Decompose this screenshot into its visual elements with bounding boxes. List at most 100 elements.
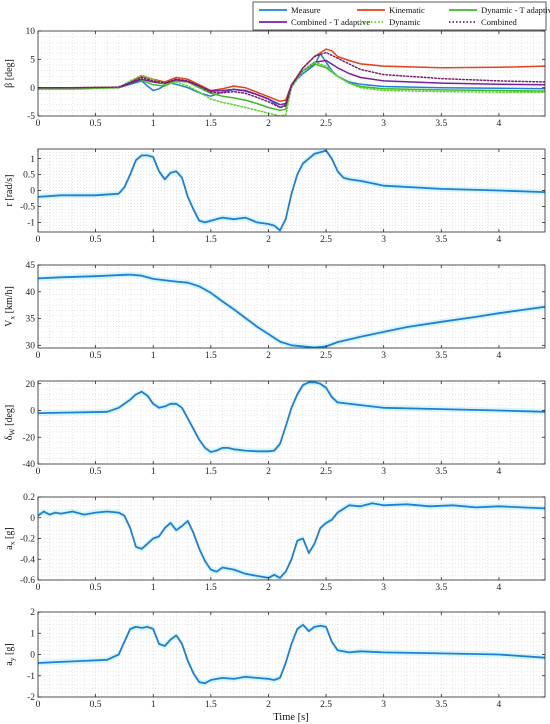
- x-tick-label: 3.5: [435, 583, 447, 593]
- y-tick-label: 0: [30, 187, 35, 197]
- x-tick-label: 4: [497, 351, 502, 361]
- y-tick-label: 0: [30, 651, 35, 661]
- y-tick-label: -0.5: [20, 203, 35, 213]
- x-tick-label: 0: [36, 700, 41, 710]
- y-tick-label: 0: [30, 84, 35, 94]
- series-line-series_blue: [38, 623, 545, 685]
- series-line-combined_t_adaptive: [38, 59, 545, 106]
- x-tick-label: 4: [497, 583, 502, 593]
- y-tick-label: 0: [30, 514, 35, 524]
- y-tick-label: -0.6: [20, 576, 35, 586]
- legend-label-measure: Measure: [291, 5, 321, 15]
- y-axis-title: δW [deg]: [4, 405, 17, 440]
- x-tick-label: 0.5: [90, 351, 102, 361]
- x-tick-label: 3.5: [435, 235, 447, 245]
- panel-vx: 0 0.5 1 1.5 2 2.5 3 3.5 4 30 35 40 45 Vx [km/h]: [4, 261, 546, 361]
- legend-box: [252, 1, 547, 31]
- y-axis-title: ax [g]: [4, 527, 17, 549]
- panel-ay: 0 0.5 1 1.5 2 2.5 3 3.5 4 -2 -1 0 1 2 ay [g]: [4, 608, 546, 710]
- x-tick-label: 0.5: [90, 119, 102, 129]
- series-group: [38, 48, 545, 116]
- y-tick-label: 2: [30, 608, 35, 618]
- x-tick-label: 3.5: [435, 467, 447, 477]
- x-tick-label: 0.5: [90, 467, 102, 477]
- panel-ax: 0 0.5 1 1.5 2 2.5 3 3.5 4 -0.6 -0.4 -0.2 0 0.2 ax [g]: [4, 493, 546, 593]
- y-tick-label: 1: [30, 629, 35, 639]
- x-tick-label: 3.5: [435, 119, 447, 129]
- x-tick-label: 3: [381, 119, 386, 129]
- y-axis-title-unit: [deg]: [4, 405, 15, 429]
- x-tick-label: 1: [151, 235, 156, 245]
- y-tick-label: 35: [26, 315, 36, 325]
- panel-yaw_rate: 0 0.5 1 1.5 2 2.5 3 3.5 4 -1 -0.5 0 0.5 1 r [rad/s]: [4, 147, 546, 245]
- x-tick-label: 2.5: [320, 700, 332, 710]
- series-line-combined: [38, 51, 545, 109]
- y-axis-title-sub: x: [8, 316, 17, 320]
- x-tick-label: 1: [151, 467, 156, 477]
- x-tick-label: 1: [151, 700, 156, 710]
- x-tick-label: 3: [381, 467, 386, 477]
- series-line-series_blue: [38, 273, 545, 348]
- y-tick-label: -2: [27, 693, 35, 703]
- x-tick-label: 0: [36, 467, 41, 477]
- y-axis-title: ay [g]: [4, 643, 17, 665]
- y-axis-title-sub: x: [8, 541, 17, 545]
- series-line-dynamic: [38, 61, 545, 116]
- x-tick-label: 0.5: [90, 700, 102, 710]
- x-tick-label: 3: [381, 700, 386, 710]
- x-tick-label: 3: [381, 583, 386, 593]
- y-axis-title-main: a: [4, 545, 15, 550]
- y-tick-label: 0.2: [23, 493, 35, 503]
- y-tick-label: -1: [27, 219, 35, 229]
- axes-frame: [37, 264, 546, 349]
- y-axis-title-main: V: [4, 319, 15, 327]
- y-tick-label: -40: [22, 460, 35, 470]
- x-tick-label: 2.5: [320, 351, 332, 361]
- x-tick-label: 2: [266, 467, 271, 477]
- series-group: [38, 381, 545, 453]
- y-axis-title-unit: [g]: [4, 643, 15, 657]
- x-tick-label: 2: [266, 235, 271, 245]
- y-axis-title-main: a: [4, 661, 15, 666]
- x-tick-label: 3.5: [435, 700, 447, 710]
- x-axis-title: Time [s]: [273, 712, 309, 723]
- y-axis-title-sub: y: [8, 657, 17, 661]
- series-band: [38, 147, 545, 234]
- series-group: [38, 623, 545, 685]
- y-tick-label: -0.2: [20, 535, 35, 545]
- y-tick-label: 40: [26, 288, 36, 298]
- y-axis-title: r [rad/s]: [4, 175, 15, 207]
- x-tick-label: 0.5: [90, 235, 102, 245]
- x-tick-label: 1: [151, 119, 156, 129]
- y-axis-title-sub: W: [8, 427, 17, 435]
- y-tick-label: -5: [27, 112, 35, 122]
- legend-label-dynamic: Dynamic: [389, 17, 421, 27]
- x-tick-label: 4: [497, 700, 502, 710]
- series-group: [38, 149, 545, 232]
- x-tick-label: 1.5: [205, 351, 217, 361]
- y-tick-label: 10: [26, 27, 36, 37]
- y-tick-label: -20: [22, 433, 35, 443]
- y-axis-title: β [deg]: [4, 59, 15, 88]
- y-tick-label: -1: [27, 672, 35, 682]
- x-tick-label: 2: [266, 583, 271, 593]
- x-tick-label: 3: [381, 351, 386, 361]
- x-tick-label: 3.5: [435, 351, 447, 361]
- y-tick-label: 45: [26, 261, 36, 271]
- x-tick-label: 2: [266, 119, 271, 129]
- y-tick-label: 5: [30, 56, 35, 66]
- y-tick-label: 0.5: [23, 171, 35, 181]
- x-tick-label: 1.5: [205, 583, 217, 593]
- legend-label-combined: Combined: [481, 17, 518, 27]
- axes-frame: [37, 30, 546, 117]
- x-tick-label: 2.5: [320, 467, 332, 477]
- y-tick-label: -0.4: [20, 555, 35, 565]
- y-tick-label: 20: [26, 380, 36, 390]
- x-tick-label: 2.5: [320, 119, 332, 129]
- y-axis-title: Vx [km/h]: [4, 286, 17, 327]
- x-tick-label: 2: [266, 700, 271, 710]
- x-tick-label: 0.5: [90, 583, 102, 593]
- grid: [37, 265, 546, 349]
